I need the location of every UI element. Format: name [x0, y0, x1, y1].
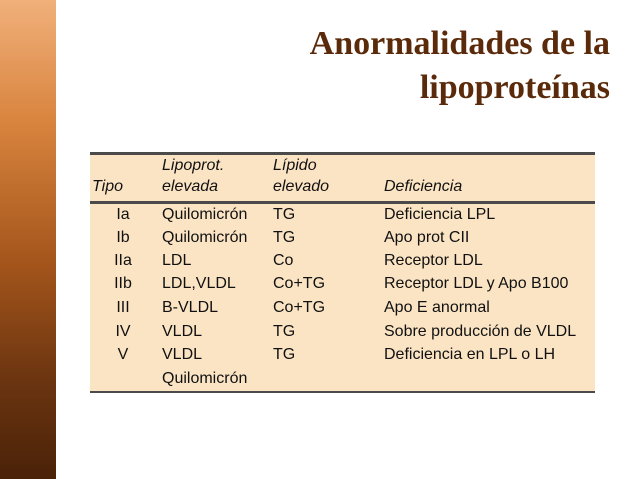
table-top-rule	[90, 152, 595, 155]
header-lipoprot-line2: elevada	[162, 178, 219, 195]
slide-title: Anormalidades de la lipoproteínas	[190, 22, 610, 110]
cell-lipoprot: Quilomicrón	[162, 229, 248, 246]
cell-tipo: IIa	[114, 252, 132, 269]
cell-deficiencia: Apo prot CII	[384, 229, 470, 246]
table-bottom-rule	[90, 391, 595, 393]
cell-tipo: Ib	[116, 229, 130, 246]
header-lipido-line1: Lípido	[273, 157, 317, 174]
header-lipoprot-line1: Lipoprot.	[162, 157, 225, 174]
cell-deficiencia: Deficiencia en LPL o LH	[384, 346, 556, 363]
table-header-rule	[90, 201, 595, 204]
header-tipo: Tipo	[92, 178, 123, 195]
cell-lipoprot-continuation: Quilomicrón	[162, 370, 248, 387]
cell-lipoprot: B-VLDL	[162, 299, 219, 316]
cell-lipido: TG	[273, 206, 296, 223]
cell-lipido: TG	[273, 229, 296, 246]
cell-deficiencia: Deficiencia LPL	[384, 206, 496, 223]
decorative-sidebar	[0, 0, 56, 479]
cell-tipo: V	[117, 346, 129, 363]
cell-lipido: TG	[273, 323, 296, 340]
cell-lipoprot: VLDL	[162, 346, 203, 363]
cell-deficiencia: Apo E anormal	[384, 299, 490, 316]
cell-lipido: Co+TG	[273, 299, 326, 316]
cell-deficiencia: Receptor LDL	[384, 252, 483, 269]
cell-deficiencia: Sobre producción de VLDL	[384, 323, 577, 340]
header-lipido-line2: elevado	[273, 178, 330, 195]
cell-lipoprot: Quilomicrón	[162, 206, 248, 223]
cell-tipo: Ia	[116, 206, 130, 223]
cell-tipo: IIb	[114, 275, 132, 292]
title-line-1: Anormalidades de la	[309, 25, 610, 62]
cell-lipido: Co+TG	[273, 275, 326, 292]
title-line-2: lipoproteínas	[419, 69, 610, 106]
cell-deficiencia: Receptor LDL y Apo B100	[384, 275, 569, 292]
cell-lipido: TG	[273, 346, 296, 363]
cell-lipido: Co	[273, 252, 294, 269]
cell-tipo: III	[116, 299, 130, 316]
header-deficiencia: Deficiencia	[384, 178, 463, 195]
cell-lipoprot: LDL,VLDL	[162, 275, 236, 292]
cell-tipo: IV	[115, 323, 131, 340]
lipoprotein-table	[90, 152, 595, 392]
cell-lipoprot: LDL	[162, 252, 192, 269]
cell-lipoprot: VLDL	[162, 323, 203, 340]
